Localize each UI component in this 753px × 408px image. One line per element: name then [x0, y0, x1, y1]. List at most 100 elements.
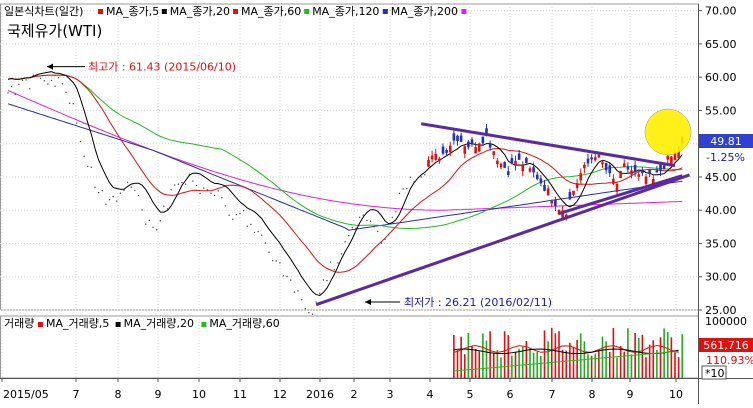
- low-dot: [14, 93, 16, 96]
- candle-body: [633, 164, 637, 172]
- low-dot: [416, 177, 419, 180]
- candle-body: [550, 200, 554, 204]
- legend-swatch: [382, 9, 388, 14]
- low-dot: [308, 311, 310, 314]
- y-tick-label: 25.00: [705, 304, 737, 317]
- x-tick-label: 2: [351, 388, 358, 401]
- low-dot: [108, 198, 111, 201]
- low-annotation: 최저가 : 26.21 (2016/02/11): [404, 296, 552, 309]
- legend-swatch: [461, 9, 467, 14]
- candle-body: [546, 188, 550, 196]
- candle-body: [572, 190, 575, 195]
- trendline[interactable]: [421, 122, 676, 168]
- y-tick-label: 65.00: [705, 38, 737, 51]
- low-dot: [329, 261, 332, 263]
- low-dot: [398, 192, 401, 195]
- low-dot: [130, 186, 132, 188]
- low-dot: [134, 189, 136, 192]
- low-dot: [217, 190, 219, 192]
- low-dot: [39, 77, 42, 80]
- volume-unit-box[interactable]: [701, 365, 727, 380]
- volume-pct-label: 110.93%: [706, 354, 753, 367]
- low-dot: [170, 189, 172, 191]
- low-dot: [264, 242, 267, 244]
- low-dot: [101, 189, 103, 192]
- low-dot: [7, 92, 9, 94]
- low-dot: [366, 219, 368, 222]
- volume-ma20-line: [453, 348, 679, 355]
- low-dot: [83, 155, 85, 157]
- candle-body: [626, 166, 630, 170]
- legend-swatch: [233, 9, 238, 14]
- y-tick-label: 35.00: [705, 237, 737, 250]
- x-tick-label: 6: [507, 388, 514, 401]
- ma20-line: [7, 74, 683, 273]
- candle-body: [612, 178, 615, 184]
- volume-axis-max: 100000: [705, 315, 747, 328]
- current-price-tag: [699, 134, 753, 148]
- low-dot: [348, 234, 350, 237]
- candle-body: [488, 143, 492, 148]
- candle-body: [503, 162, 506, 168]
- candle-body: [586, 158, 590, 164]
- x-tick-label: 11: [233, 388, 247, 401]
- low-dot: [261, 234, 263, 236]
- low-dot: [181, 181, 183, 184]
- low-dot: [380, 242, 383, 244]
- trendline[interactable]: [315, 173, 690, 307]
- low-dot: [50, 79, 53, 82]
- y-tick-label: 70.00: [705, 5, 737, 18]
- low-dot: [322, 279, 325, 281]
- low-dot: [18, 83, 20, 86]
- candle-body: [499, 163, 503, 168]
- candle-body: [481, 136, 485, 144]
- legend-item-label: MA_종가,20: [170, 5, 230, 18]
- low-dot: [87, 165, 89, 168]
- low-dot: [72, 102, 74, 105]
- high-arrowhead: [47, 63, 53, 70]
- x-tick-label: 5: [467, 388, 474, 401]
- low-dot: [355, 227, 357, 229]
- legend-item-label: MA_거래량,5: [46, 317, 109, 330]
- low-dot: [29, 88, 31, 90]
- low-dot: [268, 251, 270, 253]
- candle-body: [539, 178, 543, 184]
- candle-body: [459, 135, 463, 142]
- low-dot: [228, 214, 230, 216]
- low-dot: [119, 192, 122, 194]
- volume-unit-label: *10: [705, 367, 725, 380]
- low-dot: [145, 223, 147, 225]
- low-dot: [206, 189, 209, 191]
- candle-body: [521, 165, 525, 172]
- low-dot: [192, 180, 194, 182]
- low-dot: [166, 208, 169, 210]
- candle-body: [438, 158, 441, 161]
- x-tick-label: 9: [155, 388, 162, 401]
- candle-body: [619, 170, 622, 179]
- low-dot: [246, 225, 248, 227]
- low-dot: [235, 213, 238, 216]
- low-dot: [297, 290, 299, 292]
- low-dot: [286, 275, 288, 278]
- change-pct-label: -1.25%: [706, 151, 745, 164]
- volume-current-label: 561,716: [703, 339, 749, 352]
- candle-body: [492, 151, 496, 155]
- trendline[interactable]: [558, 174, 683, 215]
- low-dot: [358, 216, 361, 219]
- low-dot: [137, 194, 140, 197]
- candle-body: [593, 157, 597, 161]
- low-dot: [250, 223, 252, 226]
- low-dot: [333, 269, 335, 271]
- low-dot: [239, 212, 241, 215]
- low-dot: [90, 166, 93, 168]
- low-dot: [184, 183, 187, 185]
- low-dot: [290, 279, 292, 281]
- candle-body: [514, 160, 517, 166]
- low-dot: [43, 80, 45, 82]
- low-dot: [282, 275, 285, 277]
- low-dot: [304, 307, 306, 310]
- low-dot: [47, 83, 49, 85]
- low-dot: [315, 301, 317, 303]
- x-tick-label: 12: [273, 388, 287, 401]
